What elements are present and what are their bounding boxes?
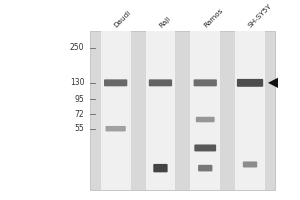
- FancyBboxPatch shape: [153, 164, 168, 172]
- FancyBboxPatch shape: [106, 126, 126, 131]
- Bar: [190, 31, 220, 190]
- Text: Daudi: Daudi: [113, 9, 132, 29]
- Text: 72: 72: [75, 110, 84, 119]
- Text: 95: 95: [75, 95, 84, 104]
- Text: Raji: Raji: [158, 15, 171, 29]
- Polygon shape: [268, 78, 278, 88]
- Text: 250: 250: [70, 43, 84, 52]
- Bar: [146, 31, 176, 190]
- FancyBboxPatch shape: [104, 79, 127, 86]
- Text: 55: 55: [75, 124, 84, 133]
- Text: 130: 130: [70, 78, 84, 87]
- Bar: [101, 31, 130, 190]
- FancyBboxPatch shape: [237, 79, 263, 87]
- FancyBboxPatch shape: [198, 165, 212, 171]
- FancyBboxPatch shape: [196, 117, 214, 122]
- Text: SH-SY5Y: SH-SY5Y: [247, 3, 273, 29]
- Text: Ramos: Ramos: [202, 7, 224, 29]
- FancyBboxPatch shape: [194, 144, 216, 151]
- FancyBboxPatch shape: [149, 79, 172, 86]
- FancyBboxPatch shape: [243, 161, 257, 167]
- Bar: [90, 31, 275, 190]
- Bar: [235, 31, 265, 190]
- FancyBboxPatch shape: [194, 79, 217, 86]
